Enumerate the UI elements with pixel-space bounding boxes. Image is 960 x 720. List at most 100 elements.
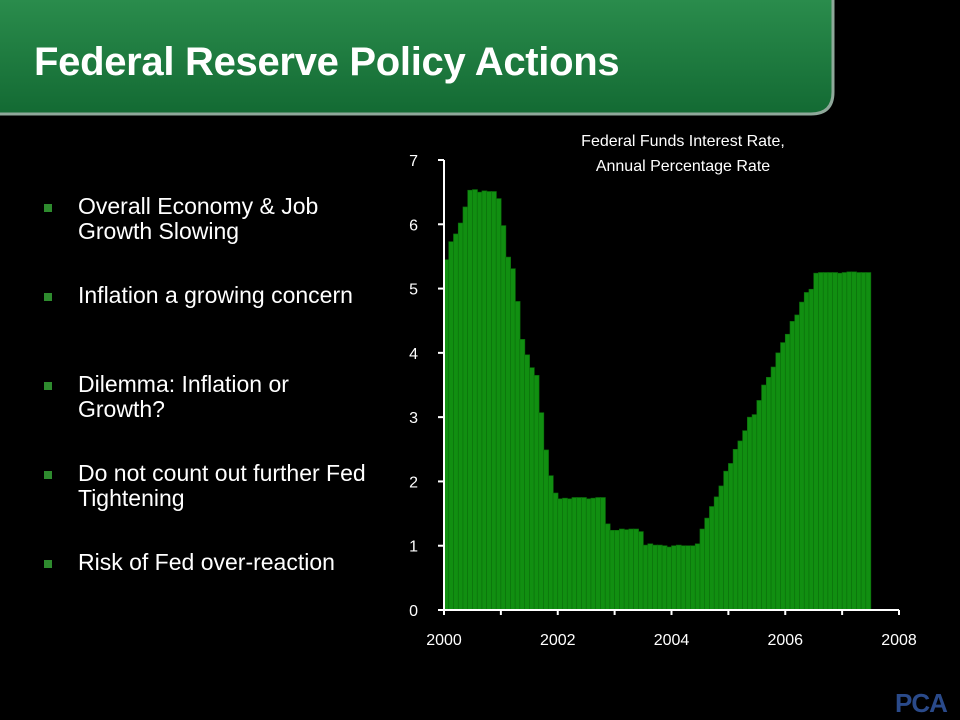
bar xyxy=(709,506,715,611)
bar xyxy=(604,523,611,611)
bar xyxy=(694,543,701,611)
bar xyxy=(841,272,848,611)
bar xyxy=(590,497,597,611)
bar xyxy=(803,292,810,611)
bar xyxy=(448,241,455,611)
chart-title-line-2: Annual Percentage Rate xyxy=(596,158,770,175)
bullet-square-icon xyxy=(44,382,52,390)
bar xyxy=(713,496,720,611)
bar xyxy=(472,189,478,611)
pca-logo: PCA xyxy=(895,688,948,718)
bar xyxy=(642,544,649,611)
bar xyxy=(680,545,687,611)
bar xyxy=(633,528,639,611)
bar xyxy=(661,545,668,611)
bar xyxy=(495,198,502,611)
bar xyxy=(780,342,786,611)
bar xyxy=(576,497,583,611)
bar xyxy=(491,191,497,611)
bar xyxy=(799,301,805,611)
bar xyxy=(538,412,545,611)
x-tick-label: 2006 xyxy=(767,632,803,649)
bar xyxy=(453,233,459,611)
bullet-list: Overall Economy & Job Growth Slowing Inf… xyxy=(44,194,374,639)
bar xyxy=(747,416,753,611)
bar xyxy=(638,531,644,611)
bar xyxy=(566,498,573,611)
bar xyxy=(827,272,834,611)
bar xyxy=(519,339,526,611)
bar xyxy=(846,271,853,611)
x-tick-label: 2002 xyxy=(540,632,576,649)
bar xyxy=(462,206,469,611)
bullet-item: Risk of Fed over-reaction xyxy=(44,550,374,639)
bar xyxy=(481,190,488,611)
bullet-square-icon xyxy=(44,471,52,479)
bar xyxy=(457,222,464,611)
y-tick-label: 5 xyxy=(409,282,418,299)
bar xyxy=(784,333,791,611)
y-tick-label: 0 xyxy=(409,603,418,620)
bar xyxy=(856,272,862,611)
y-tick-label: 1 xyxy=(409,539,418,556)
bar xyxy=(718,485,725,611)
bar xyxy=(547,475,554,611)
bullet-item: Do not count out further Fed Tightening xyxy=(44,461,374,550)
bar xyxy=(756,400,763,611)
bar xyxy=(837,272,843,611)
page-title: Federal Reserve Policy Actions xyxy=(34,40,620,84)
bar xyxy=(765,376,772,611)
bar xyxy=(647,543,654,611)
bar xyxy=(486,191,492,611)
bar xyxy=(699,528,706,611)
bar xyxy=(510,268,516,611)
bar xyxy=(628,528,635,611)
bullet-item: Overall Economy & Job Growth Slowing xyxy=(44,194,374,283)
bullet-square-icon xyxy=(44,560,52,568)
bar xyxy=(656,544,663,611)
bullet-text: Overall Economy & Job Growth Slowing xyxy=(78,193,319,244)
bar xyxy=(671,545,677,611)
bar xyxy=(552,492,559,611)
bar xyxy=(619,528,625,611)
bar xyxy=(675,544,682,611)
bar xyxy=(609,529,616,611)
bullet-item: Dilemma: Inflation or Growth? xyxy=(44,372,374,461)
bar xyxy=(666,546,673,611)
bar xyxy=(789,321,796,611)
bar xyxy=(533,375,540,611)
bar xyxy=(851,271,857,611)
bullet-item: Inflation a growing concern xyxy=(44,283,374,372)
x-tick-label: 2008 xyxy=(881,632,917,649)
bar xyxy=(860,272,867,611)
bar xyxy=(813,272,820,611)
bar xyxy=(732,448,739,611)
y-tick-label: 6 xyxy=(409,217,418,234)
bar xyxy=(652,544,658,611)
x-tick-label: 2000 xyxy=(426,632,462,649)
bullet-square-icon xyxy=(44,293,52,301)
bar xyxy=(595,497,602,611)
bar xyxy=(585,498,592,611)
y-tick-label: 2 xyxy=(409,474,418,491)
bar xyxy=(476,191,483,611)
bar xyxy=(770,366,777,611)
bullet-text: Risk of Fed over-reaction xyxy=(78,549,335,575)
bar xyxy=(623,529,630,611)
bar xyxy=(524,354,530,611)
bar xyxy=(500,225,507,611)
bar xyxy=(557,498,564,611)
bar xyxy=(737,440,744,611)
bar xyxy=(467,189,474,611)
bullet-square-icon xyxy=(44,204,52,212)
bar xyxy=(832,272,838,611)
bar xyxy=(775,352,782,611)
bar xyxy=(514,301,521,611)
y-tick-label: 3 xyxy=(409,410,418,427)
bar-series xyxy=(443,189,872,611)
bar xyxy=(581,497,587,611)
bar xyxy=(808,288,815,611)
bar xyxy=(728,463,734,611)
bar xyxy=(529,367,535,611)
bar xyxy=(761,384,767,611)
